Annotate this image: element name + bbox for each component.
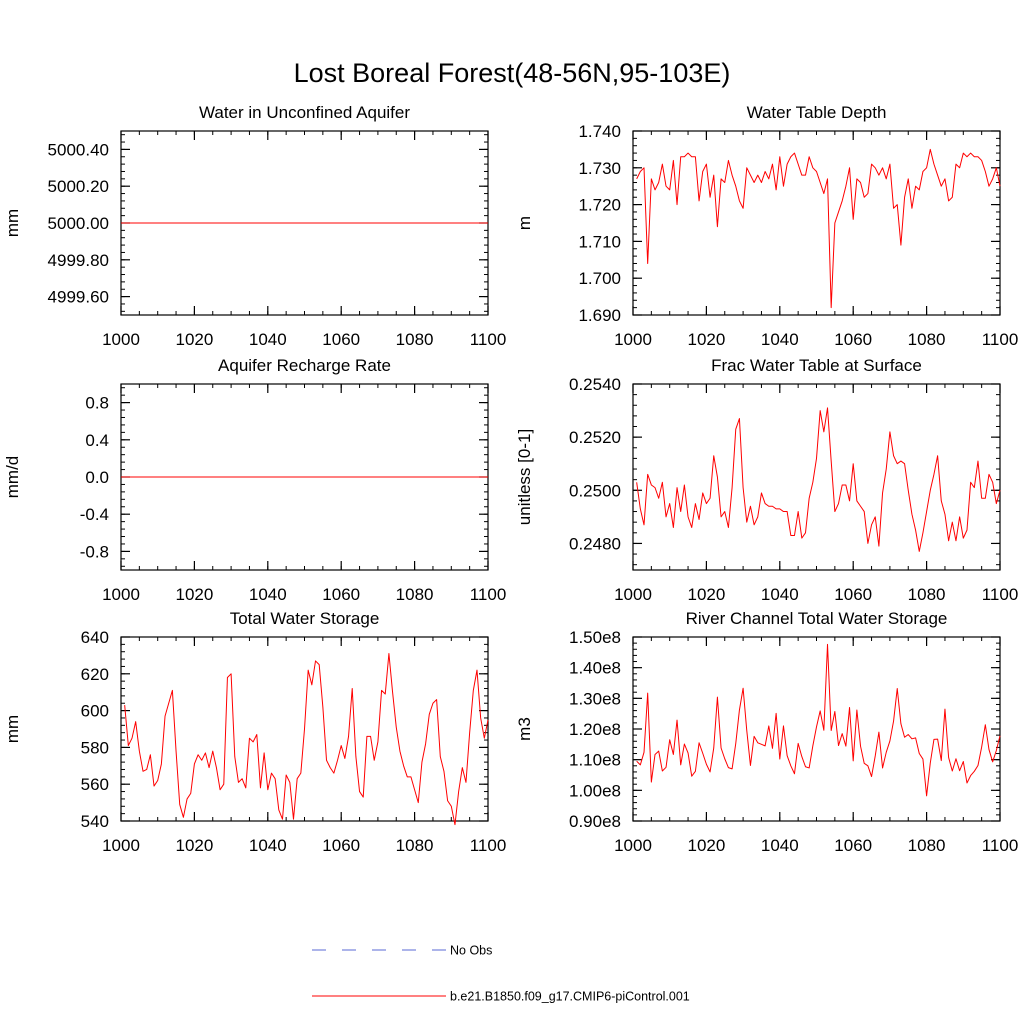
x-tick-label: 1040 [761,836,799,855]
y-tick-label: 0.2520 [569,428,621,447]
panels: Water in Unconfined Aquifer mm 1000 1020 104… [3,103,1018,855]
y-tick-label: 1.700 [578,269,621,288]
y-tick-label: 1.20e8 [569,720,621,739]
x-tick-label: 1040 [761,330,799,349]
y-tick-label: 640 [81,628,109,647]
y-axis-label: m [515,216,534,230]
x-tick-label: 1080 [396,585,434,604]
y-tick-label: 0.2500 [569,481,621,500]
y-tick-label: 0.2540 [569,375,621,394]
y-axis-label: mm [3,209,22,237]
panel-title: Frac Water Table at Surface [711,356,922,375]
x-tick-label: 1020 [175,585,213,604]
y-tick-label: 1.40e8 [569,659,621,678]
x-tick-label: 1020 [687,836,725,855]
series-line [636,643,1001,797]
panel-title: Water in Unconfined Aquifer [199,103,410,122]
y-tick-label: 0.90e8 [569,812,621,831]
x-tick-label: 1060 [322,330,360,349]
x-tick-label: 1100 [470,330,507,349]
y-tick-label: 0.8 [85,394,109,413]
y-tick-label: 4999.60 [48,288,109,307]
y-tick-label: 1.740 [578,122,621,141]
x-tick-label: 1020 [687,585,725,604]
series-line [636,148,1001,309]
x-tick-label: 1020 [175,330,213,349]
panel-title: River Channel Total Water Storage [686,609,948,628]
y-tick-label: 540 [81,812,109,831]
x-tick-label: 1020 [687,330,725,349]
y-tick-label: 560 [81,775,109,794]
y-tick-label: 1.30e8 [569,689,621,708]
x-tick-label: 1080 [396,330,434,349]
y-tick-label: 1.710 [578,232,621,251]
y-axis-label: unitless [0-1] [515,429,534,525]
plot-frame [632,383,1001,571]
x-tick-label: 1000 [614,330,652,349]
x-tick-label: 1040 [249,330,287,349]
y-tick-label: 600 [81,702,109,721]
y-tick-label: 580 [81,738,109,757]
y-axis-label: mm/d [3,456,22,499]
y-tick-label: 0.4 [85,431,109,450]
legend: No Obs b.e21.B1850.f09_g17.CMIP6-piContr… [312,944,690,1004]
x-tick-label: 1100 [982,836,1019,855]
x-tick-label: 1000 [102,585,140,604]
x-tick-label: 1000 [102,330,140,349]
series-line [636,407,1001,552]
legend-label-obs: No Obs [450,944,492,958]
chart-panel-6: River Channel Total Water Storage m3 1000 1… [515,609,1018,855]
y-tick-label: 1.720 [578,196,621,215]
x-tick-label: 1000 [614,836,652,855]
y-tick-label: 5000.20 [48,177,109,196]
series-line [124,653,489,826]
x-tick-label: 1060 [834,330,872,349]
y-axis-label: m3 [515,717,534,741]
x-tick-label: 1080 [908,836,946,855]
x-tick-label: 1080 [908,330,946,349]
x-tick-label: 1060 [834,585,872,604]
y-tick-label: -0.8 [80,542,109,561]
y-tick-label: 1.10e8 [569,751,621,770]
panel-title: Water Table Depth [747,103,887,122]
y-tick-label: 1.730 [578,159,621,178]
x-tick-label: 1020 [175,836,213,855]
y-axis-label: mm [3,715,22,743]
chart-panel-5: Total Water Storage mm 1000 1020 1040 1060 108… [3,609,506,855]
x-tick-label: 1060 [322,836,360,855]
x-tick-label: 1080 [396,836,434,855]
x-tick-label: 1100 [982,585,1019,604]
y-tick-label: 5000.00 [48,214,109,233]
x-tick-label: 1100 [470,585,507,604]
y-tick-label: 620 [81,665,109,684]
y-tick-label: 1.00e8 [569,781,621,800]
x-tick-label: 1000 [102,836,140,855]
plot-frame [632,130,1001,316]
x-tick-label: 1060 [834,836,872,855]
legend-label-model: b.e21.B1850.f09_g17.CMIP6-piControl.001 [450,990,690,1004]
x-tick-label: 1100 [982,330,1019,349]
y-tick-label: -0.4 [80,505,109,524]
x-tick-label: 1080 [908,585,946,604]
y-tick-label: 1.690 [578,306,621,325]
figure-title: Lost Boreal Forest(48-56N,95-103E) [294,58,731,88]
x-tick-label: 1100 [470,836,507,855]
x-tick-label: 1060 [322,585,360,604]
x-tick-label: 1040 [249,585,287,604]
chart-panel-4: Frac Water Table at Surface unitless [0-1… [515,356,1018,604]
chart-panel-1: Water in Unconfined Aquifer mm 1000 1020 104… [3,103,506,349]
panel-title: Aquifer Recharge Rate [218,356,391,375]
y-tick-label: 5000.40 [48,140,109,159]
chart-panel-2: Water Table Depth m 1000 1020 1040 1060 1080 11… [515,103,1018,349]
y-tick-label: 0.2480 [569,534,621,553]
x-tick-label: 1000 [614,585,652,604]
chart-panel-3: Aquifer Recharge Rate mm/d 1000 1020 1040 106… [3,356,506,604]
y-tick-label: 4999.80 [48,251,109,270]
x-tick-label: 1040 [761,585,799,604]
panel-title: Total Water Storage [230,609,380,628]
y-tick-label: 0.0 [85,468,109,487]
x-tick-label: 1040 [249,836,287,855]
y-tick-label: 1.50e8 [569,628,621,647]
